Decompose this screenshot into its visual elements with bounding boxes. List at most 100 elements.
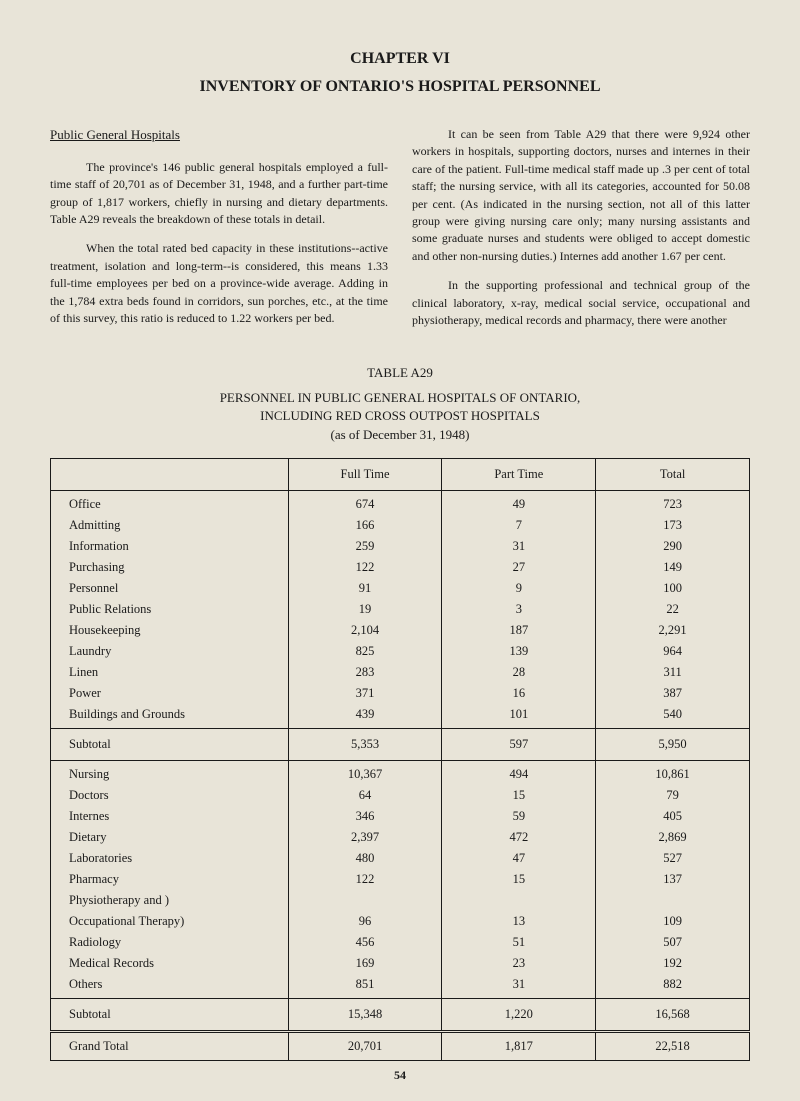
row-label: Office [51, 490, 289, 515]
left-para-2: When the total rated bed capacity in the… [50, 240, 388, 327]
row-label: Information [51, 536, 289, 557]
row-part: 49 [442, 490, 596, 515]
row-total: 149 [596, 557, 750, 578]
table-row: Personnel919100 [51, 578, 750, 599]
row-label: Admitting [51, 515, 289, 536]
subtotal2-part: 1,220 [442, 998, 596, 1031]
row-total: 290 [596, 536, 750, 557]
row-total: 311 [596, 662, 750, 683]
personnel-table: Full Time Part Time Total Office67449723… [50, 458, 750, 1061]
row-label: Medical Records [51, 953, 289, 974]
row-part: 7 [442, 515, 596, 536]
row-full: 91 [288, 578, 442, 599]
table-row: Occupational Therapy)9613109 [51, 911, 750, 932]
table-row: Medical Records16923192 [51, 953, 750, 974]
row-part: 47 [442, 848, 596, 869]
row-label: Occupational Therapy) [51, 911, 289, 932]
subtotal2-full: 15,348 [288, 998, 442, 1031]
row-label: Doctors [51, 785, 289, 806]
row-label: Pharmacy [51, 869, 289, 890]
row-part: 3 [442, 599, 596, 620]
row-part: 9 [442, 578, 596, 599]
row-total: 192 [596, 953, 750, 974]
table-subtitle-line1: PERSONNEL IN PUBLIC GENERAL HOSPITALS OF… [220, 390, 581, 405]
row-total: 405 [596, 806, 750, 827]
table-row: Purchasing12227149 [51, 557, 750, 578]
body-columns: Public General Hospitals The province's … [50, 126, 750, 341]
subtotal1-full: 5,353 [288, 728, 442, 760]
grand-total: 22,518 [596, 1031, 750, 1060]
row-total: 173 [596, 515, 750, 536]
row-part: 15 [442, 785, 596, 806]
row-total: 22 [596, 599, 750, 620]
table-row: Nursing10,36749410,861 [51, 760, 750, 785]
table-row: Buildings and Grounds439101540 [51, 704, 750, 729]
row-total: 540 [596, 704, 750, 729]
row-full: 96 [288, 911, 442, 932]
row-total: 137 [596, 869, 750, 890]
row-full: 851 [288, 974, 442, 999]
grand-label: Grand Total [51, 1031, 289, 1060]
row-part: 472 [442, 827, 596, 848]
chapter-title: CHAPTER VI [50, 50, 750, 68]
table-row: Information25931290 [51, 536, 750, 557]
subtotal1-label: Subtotal [51, 728, 289, 760]
subtotal-row-2: Subtotal 15,348 1,220 16,568 [51, 998, 750, 1031]
row-full: 166 [288, 515, 442, 536]
row-total: 79 [596, 785, 750, 806]
table-header-row: Full Time Part Time Total [51, 458, 750, 490]
row-part [442, 890, 596, 911]
table-row: Linen28328311 [51, 662, 750, 683]
row-label: Internes [51, 806, 289, 827]
row-total: 100 [596, 578, 750, 599]
grand-full: 20,701 [288, 1031, 442, 1060]
col-header-parttime: Part Time [442, 458, 596, 490]
row-full: 456 [288, 932, 442, 953]
row-full: 10,367 [288, 760, 442, 785]
row-label: Power [51, 683, 289, 704]
row-full: 169 [288, 953, 442, 974]
row-label: Physiotherapy and ) [51, 890, 289, 911]
row-label: Public Relations [51, 599, 289, 620]
row-full: 19 [288, 599, 442, 620]
row-full: 480 [288, 848, 442, 869]
row-part: 139 [442, 641, 596, 662]
row-total: 527 [596, 848, 750, 869]
row-full: 346 [288, 806, 442, 827]
row-full: 371 [288, 683, 442, 704]
main-title: INVENTORY OF ONTARIO'S HOSPITAL PERSONNE… [50, 78, 750, 96]
col-header-blank [51, 458, 289, 490]
row-full: 439 [288, 704, 442, 729]
row-total: 507 [596, 932, 750, 953]
grand-part: 1,817 [442, 1031, 596, 1060]
table-row: Laundry825139964 [51, 641, 750, 662]
table-row: Internes34659405 [51, 806, 750, 827]
subtotal-row-1: Subtotal 5,353 597 5,950 [51, 728, 750, 760]
row-label: Housekeeping [51, 620, 289, 641]
row-total: 2,291 [596, 620, 750, 641]
row-part: 28 [442, 662, 596, 683]
table-row: Office67449723 [51, 490, 750, 515]
table-row: Radiology45651507 [51, 932, 750, 953]
row-label: Radiology [51, 932, 289, 953]
row-full: 2,104 [288, 620, 442, 641]
row-total: 964 [596, 641, 750, 662]
row-full [288, 890, 442, 911]
row-part: 494 [442, 760, 596, 785]
table-row: Housekeeping2,1041872,291 [51, 620, 750, 641]
row-part: 51 [442, 932, 596, 953]
row-label: Dietary [51, 827, 289, 848]
row-total: 723 [596, 490, 750, 515]
row-part: 101 [442, 704, 596, 729]
row-total: 109 [596, 911, 750, 932]
row-label: Linen [51, 662, 289, 683]
col-header-fulltime: Full Time [288, 458, 442, 490]
row-part: 13 [442, 911, 596, 932]
row-full: 2,397 [288, 827, 442, 848]
subtotal1-total: 5,950 [596, 728, 750, 760]
subtotal2-total: 16,568 [596, 998, 750, 1031]
row-total: 2,869 [596, 827, 750, 848]
row-label: Purchasing [51, 557, 289, 578]
row-label: Laboratories [51, 848, 289, 869]
row-total: 10,861 [596, 760, 750, 785]
